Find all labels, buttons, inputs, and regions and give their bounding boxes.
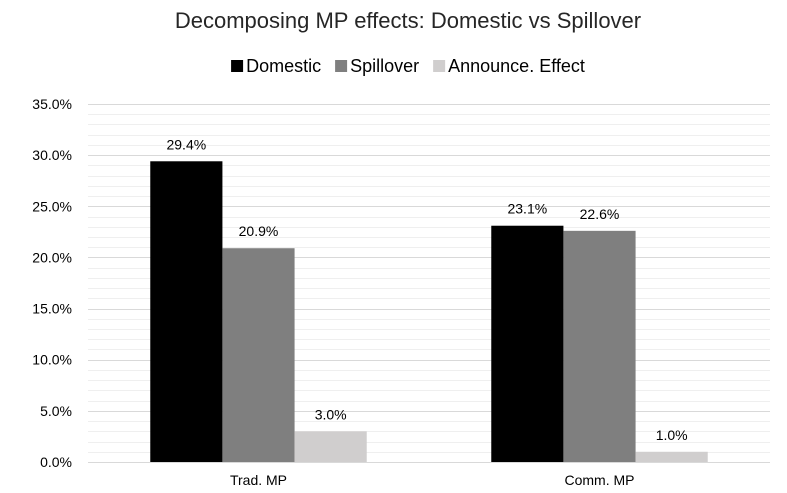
y-tick-label: 15.0% [32,301,72,317]
bar-domestic [491,225,564,462]
legend-label: Domestic [246,56,321,76]
data-label: 23.1% [507,201,547,217]
y-tick-label: 0.0% [40,454,72,470]
data-label: 29.4% [166,136,206,152]
legend-swatch [335,60,348,72]
legend: Domestic Spillover Announce. Effect [231,56,585,76]
bar-spillover [222,248,295,462]
x-axis: Trad. MP Comm. MP [88,462,770,488]
y-tick-label: 10.0% [32,352,72,368]
legend-label: Spillover [350,56,419,76]
bars [150,161,708,462]
chart-title: Decomposing MP effects: Domestic vs Spil… [175,8,641,33]
bar-announce-effect [635,451,708,462]
data-label: 22.6% [580,206,620,222]
legend-label: Announce. Effect [448,56,585,76]
legend-swatch [433,60,446,72]
y-tick-label: 30.0% [32,147,72,163]
bar-announce-effect [294,431,367,462]
legend-swatch [231,60,244,72]
bar-spillover [563,230,636,462]
data-label: 3.0% [315,406,347,422]
x-tick-label: Comm. MP [565,472,635,488]
x-tick-label: Trad. MP [230,472,287,488]
y-tick-label: 5.0% [40,403,72,419]
data-label: 20.9% [239,223,279,239]
data-label: 1.0% [656,427,688,443]
y-tick-label: 25.0% [32,198,72,214]
data-labels: 29.4% 20.9% 3.0% 23.1% 22.6% 1.0% [166,136,687,442]
y-tick-label: 35.0% [32,96,72,112]
y-axis: 0.0% 5.0% 10.0% 15.0% 20.0% 25.0% 30.0% 35.0% [32,96,72,470]
bar-domestic [150,161,223,462]
y-tick-label: 20.0% [32,249,72,265]
